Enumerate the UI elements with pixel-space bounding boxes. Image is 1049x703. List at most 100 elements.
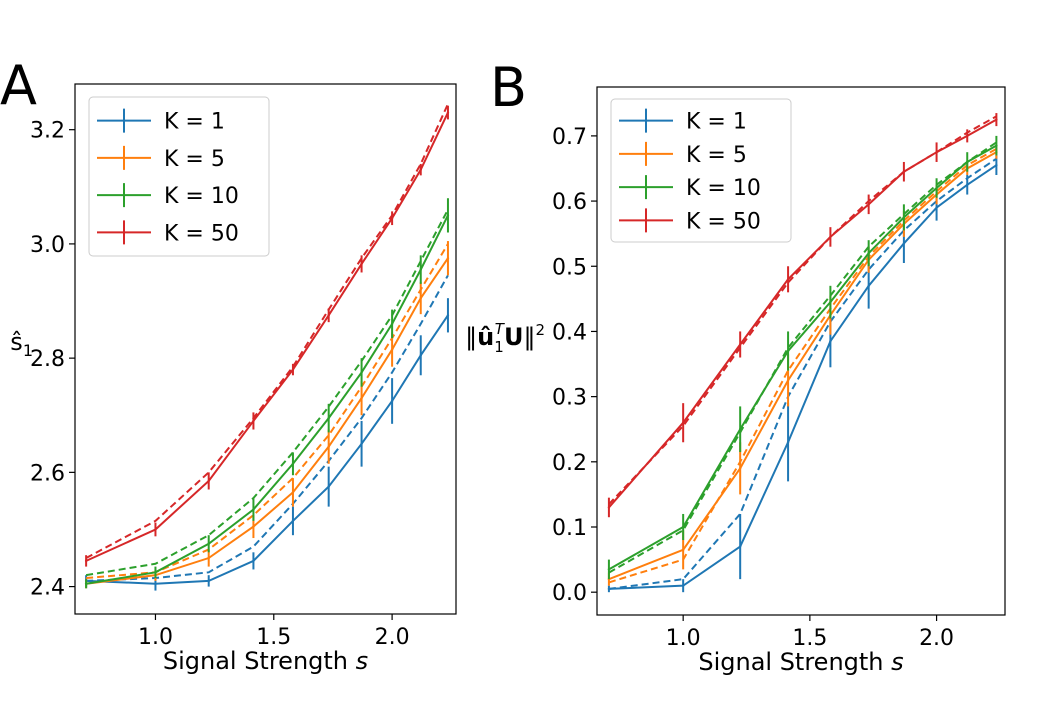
data-point-k50 (84, 559, 88, 563)
data-point-k5 (252, 525, 255, 528)
data-point-k10 (84, 582, 88, 585)
data-point-k50 (829, 235, 832, 239)
series-line-k10 (608, 144, 997, 571)
data-point-k10 (154, 571, 157, 574)
y-tick-label: 0.6 (552, 190, 587, 215)
theory-line-k50 (608, 115, 997, 505)
data-point-k1 (995, 164, 998, 167)
series-line-k10 (85, 214, 449, 585)
legend-label-k10: K = 10 (164, 184, 239, 209)
y-axis-label-sq: 2 (535, 321, 545, 339)
panel-b: B 1.0 1.5 2.0 0.0 0.1 0.2 0.3 0.4 0.5 0.6 0.7 Signal… (465, 56, 1006, 676)
x-axis-label-text: Signal Strength (698, 648, 891, 676)
y-axis-label: ‖û1TU‖2 (465, 320, 545, 356)
data-point-k1 (252, 559, 255, 563)
data-point-k50 (207, 479, 210, 483)
data-point-k10 (966, 160, 969, 164)
legend-label-k5: K = 5 (686, 143, 747, 168)
data-point-k50 (738, 343, 742, 346)
data-point-k1 (390, 399, 394, 403)
data-point-k10 (935, 186, 938, 190)
data-point-k10 (995, 144, 998, 147)
y-axis-label-norm: ‖ (465, 323, 477, 351)
data-point-k5 (446, 256, 450, 260)
x-tick-label: 2.0 (919, 626, 954, 651)
data-point-k5 (327, 445, 330, 448)
y-axis-label-sub: 1 (23, 341, 33, 360)
y-tick-label: 2.4 (30, 576, 65, 601)
data-point-k1 (786, 441, 790, 444)
legend-label-k50: K = 50 (686, 209, 761, 234)
x-axis-label: Signal Strength s (698, 648, 903, 676)
legend-box (88, 96, 270, 257)
panel-a: A 1.0 1.5 2.0 2.4 2.6 2.8 3.0 3.2 Signal Strength… (0, 54, 457, 675)
data-point-k50 (419, 168, 422, 171)
y-tick-label: 0.7 (552, 125, 587, 150)
y-axis-label-U: U (504, 323, 524, 351)
data-point-k5 (291, 491, 295, 494)
theory-line-k5 (86, 243, 449, 580)
data-point-k5 (681, 548, 685, 552)
data-point-k10 (607, 568, 611, 571)
data-point-k50 (360, 262, 363, 266)
x-axis-label-var: s (356, 647, 369, 675)
y-axis-label-sub: 1 (494, 338, 504, 356)
data-point-k5 (207, 556, 210, 560)
data-point-k10 (207, 542, 210, 545)
y-axis-label-sup: T (495, 320, 506, 338)
y-axis-label-main: ŝ (10, 328, 23, 356)
legend-label-k1: K = 1 (164, 110, 225, 135)
x-axis-label: Signal Strength s (163, 647, 368, 675)
series-line-k1 (608, 164, 997, 590)
legend-label-k1: K = 1 (686, 110, 747, 135)
data-point-k1 (207, 579, 210, 583)
data-point-k10 (681, 525, 685, 529)
plot-area (607, 113, 998, 593)
theory-line-k10 (85, 209, 449, 577)
data-point-k1 (446, 314, 450, 317)
y-tick-label: 3.0 (30, 233, 65, 258)
data-point-k10 (419, 268, 422, 271)
data-point-k50 (291, 368, 295, 371)
x-axis-label-var: s (891, 648, 904, 676)
y-tick-label: 0.5 (552, 255, 587, 280)
data-point-k1 (902, 242, 906, 245)
axes-frame (74, 83, 457, 615)
data-point-k1 (738, 545, 742, 548)
data-point-k50 (446, 111, 450, 114)
data-point-k5 (419, 296, 422, 300)
y-tick-label: 3.2 (30, 119, 65, 144)
series-line-k50 (608, 118, 997, 509)
data-point-k50 (681, 421, 685, 424)
data-point-k10 (738, 428, 742, 431)
plot-area (84, 103, 450, 591)
data-point-k1 (327, 485, 330, 488)
x-tick-label: 2.0 (375, 625, 410, 650)
series-line-k5 (608, 151, 997, 581)
data-point-k10 (327, 416, 330, 420)
y-tick-label: 2.6 (30, 461, 65, 486)
data-point-k50 (966, 134, 969, 138)
series-line-k5 (85, 257, 449, 585)
data-point-k50 (902, 170, 906, 173)
data-point-k1 (829, 340, 832, 343)
legend-box (610, 98, 792, 243)
data-point-k5 (390, 348, 394, 351)
data-point-k50 (252, 419, 255, 423)
data-point-k50 (935, 150, 938, 154)
data-point-k50 (327, 314, 330, 317)
data-point-k5 (360, 396, 363, 400)
data-point-k50 (995, 118, 998, 121)
data-point-k10 (829, 300, 832, 304)
data-point-k1 (291, 519, 295, 523)
y-axis-label: ŝ1 (10, 328, 33, 360)
data-point-k5 (738, 467, 742, 470)
data-point-k1 (966, 183, 969, 186)
theory-line-k50 (85, 103, 449, 559)
y-axis-label-norm-close: ‖ (523, 323, 535, 351)
y-tick-label: 0.2 (552, 451, 587, 476)
data-point-k1 (154, 582, 157, 585)
x-tick-label: 1.0 (666, 626, 701, 651)
axes-frame (596, 86, 1006, 616)
